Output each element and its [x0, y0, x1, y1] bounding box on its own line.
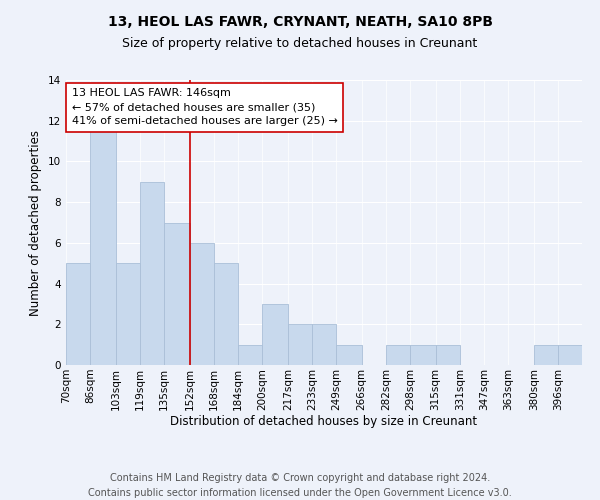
- Bar: [386, 344, 410, 365]
- Bar: [116, 263, 140, 365]
- Bar: [288, 324, 312, 365]
- X-axis label: Distribution of detached houses by size in Creunant: Distribution of detached houses by size …: [170, 416, 478, 428]
- Text: 13 HEOL LAS FAWR: 146sqm
← 57% of detached houses are smaller (35)
41% of semi-d: 13 HEOL LAS FAWR: 146sqm ← 57% of detach…: [72, 88, 338, 126]
- Text: Contains HM Land Registry data © Crown copyright and database right 2024.
Contai: Contains HM Land Registry data © Crown c…: [88, 472, 512, 498]
- Bar: [190, 243, 214, 365]
- Bar: [534, 344, 558, 365]
- Text: Size of property relative to detached houses in Creunant: Size of property relative to detached ho…: [122, 38, 478, 51]
- Bar: [140, 182, 164, 365]
- Bar: [336, 344, 362, 365]
- Bar: [214, 263, 238, 365]
- Bar: [66, 263, 90, 365]
- Bar: [436, 344, 460, 365]
- Bar: [312, 324, 336, 365]
- Bar: [558, 344, 582, 365]
- Bar: [90, 120, 116, 365]
- Bar: [164, 222, 190, 365]
- Y-axis label: Number of detached properties: Number of detached properties: [29, 130, 43, 316]
- Text: 13, HEOL LAS FAWR, CRYNANT, NEATH, SA10 8PB: 13, HEOL LAS FAWR, CRYNANT, NEATH, SA10 …: [107, 15, 493, 29]
- Bar: [262, 304, 288, 365]
- Bar: [238, 344, 262, 365]
- Bar: [410, 344, 436, 365]
